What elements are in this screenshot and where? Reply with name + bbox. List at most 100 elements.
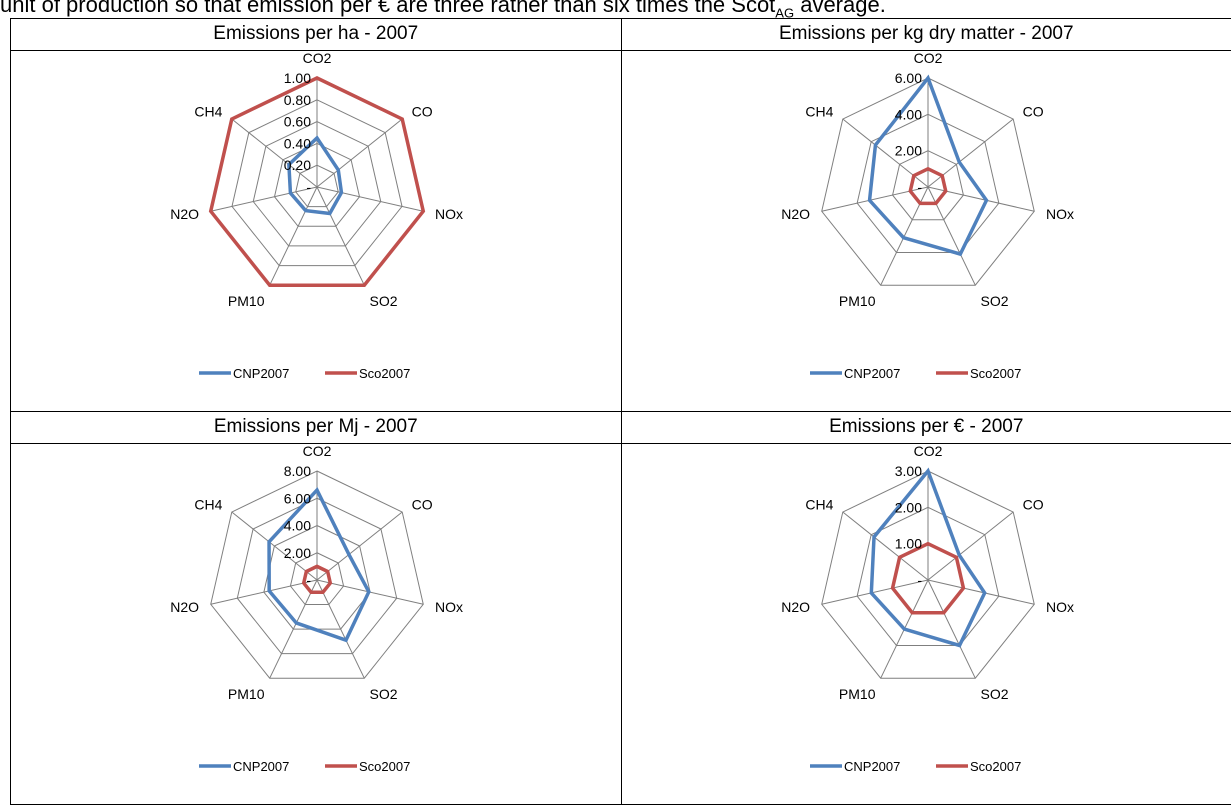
category-label-n2o: N2O [170, 206, 199, 222]
category-label-nox: NOx [1045, 599, 1073, 615]
grid-spoke [841, 511, 928, 581]
grid-ring [236, 497, 398, 655]
category-label-nox: NOx [1045, 206, 1073, 222]
tick-label: 4.00 [284, 517, 311, 533]
tick-label: - [917, 572, 922, 588]
intro-text: unit of production so that emission per … [0, 0, 1231, 21]
chart-cell-per-mj: - 2.00 4.00 6.00 8.00 CO2 CO NOx SO2 PM10 N2O CH4 CN… [10, 442, 622, 805]
grid-spoke [231, 118, 318, 188]
category-label-co2: CO2 [303, 444, 332, 459]
grid-spoke [210, 579, 318, 605]
radar-grid [820, 77, 1035, 286]
chart-cell-per-kg-dry-matter: - 2.00 4.00 6.00 CO2 CO NOx SO2 PM10 N2O CH4 CNP200… [620, 49, 1231, 412]
category-label-ch4: CH4 [805, 496, 833, 512]
grid-ring [856, 113, 999, 253]
grid-spoke [210, 186, 318, 212]
radar-chart-per-kg-dry-matter: - 2.00 4.00 6.00 CO2 CO NOx SO2 PM10 N2O CH4 CNP200… [781, 51, 1074, 381]
radar-chart-per-ha: - 0.20 0.40 0.60 0.80 1.00 CO2 CO NOx SO2 PM10 N2O C… [170, 51, 463, 381]
intro-text-subscript: AG [775, 5, 795, 21]
series-line-sco2007 [907, 166, 948, 206]
tick-label: 0.60 [284, 113, 311, 129]
grid-ring [295, 164, 339, 208]
radar-chart-per-mj: - 2.00 4.00 6.00 8.00 CO2 CO NOx SO2 PM10 N2O CH4 CN… [170, 444, 463, 774]
category-label-so2: SO2 [369, 686, 397, 702]
category-label-so2: SO2 [980, 686, 1008, 702]
grid-ring [252, 120, 382, 247]
grid-spoke [269, 579, 318, 679]
chart-title-per-kg-dry-matter: Emissions per kg dry matter - 2007 [620, 18, 1231, 51]
grid-ring [210, 470, 424, 679]
grid-ring [273, 142, 361, 227]
series-line-cnp2007 [267, 486, 371, 643]
category-label-ch4: CH4 [805, 103, 833, 119]
intro-text-after: average. [794, 0, 886, 17]
chart-title-per-euro: Emissions per € - 2007 [620, 410, 1231, 444]
legend-label-sco2007: Sco2007 [359, 759, 410, 774]
tick-label: - [917, 179, 922, 195]
grid-ring [820, 470, 1035, 679]
series-line-sco2007 [208, 75, 426, 287]
legend-label-cnp2007: CNP2007 [844, 759, 900, 774]
grid-ring [231, 99, 403, 266]
category-label-co2: CO2 [303, 51, 332, 66]
legend: CNP2007 Sco2007 [809, 366, 1021, 381]
grid-ring [820, 77, 1035, 286]
legend: CNP2007 Sco2007 [199, 759, 410, 774]
category-label-pm10: PM10 [228, 293, 265, 309]
radar-grid [210, 77, 424, 286]
grid-spoke [821, 579, 928, 605]
tick-label: 6.00 [284, 490, 311, 506]
charts-table: Emissions per ha - 2007 Emissions per kg… [10, 18, 1231, 805]
category-label-co: CO [1022, 496, 1043, 512]
tick-label: 1.00 [284, 70, 311, 86]
legend-label-sco2007: Sco2007 [970, 759, 1021, 774]
radar-chart-per-euro: - 1.00 2.00 3.00 CO2 CO NOx SO2 PM10 N2O CH4 CNP200… [781, 444, 1074, 774]
category-label-nox: NOx [435, 599, 463, 615]
tick-label: 4.00 [894, 106, 921, 122]
grid-spoke [316, 511, 403, 581]
radar-grid [210, 470, 424, 679]
category-label-pm10: PM10 [228, 686, 265, 702]
tick-label: 1.00 [894, 536, 921, 552]
legend-label-cnp2007: CNP2007 [233, 759, 289, 774]
grid-spoke [316, 186, 424, 212]
tick-label: - [306, 572, 311, 588]
category-label-so2: SO2 [980, 293, 1008, 309]
grid-ring [289, 552, 345, 605]
category-label-co: CO [1022, 103, 1043, 119]
tick-label: 0.20 [284, 157, 311, 173]
category-label-ch4: CH4 [194, 103, 222, 119]
chart-cell-per-euro: - 1.00 2.00 3.00 CO2 CO NOx SO2 PM10 N2O CH4 CNP200… [620, 442, 1231, 805]
grid-spoke [231, 511, 318, 581]
category-label-co2: CO2 [913, 51, 942, 66]
series-line-sco2007 [301, 564, 333, 594]
category-label-co2: CO2 [913, 444, 942, 459]
grid-spoke [269, 186, 318, 286]
category-label-nox: NOx [435, 206, 463, 222]
tick-label: 3.00 [894, 463, 921, 479]
category-label-n2o: N2O [781, 599, 810, 615]
grid-spoke [316, 186, 365, 286]
tick-label: 0.80 [284, 92, 311, 108]
grid-spoke [927, 579, 1034, 605]
grid-spoke [316, 579, 365, 679]
grid-spoke [316, 118, 403, 188]
grid-spoke [927, 579, 976, 679]
category-label-so2: SO2 [369, 293, 397, 309]
tick-label: 2.00 [894, 143, 921, 159]
category-label-n2o: N2O [781, 206, 810, 222]
grid-spoke [927, 511, 1014, 581]
chart-cell-per-ha: - 0.20 0.40 0.60 0.80 1.00 CO2 CO NOx SO2 PM10 N2O C… [10, 49, 622, 412]
legend: CNP2007 Sco2007 [809, 759, 1021, 774]
series-line-cnp2007 [869, 467, 987, 648]
category-label-pm10: PM10 [838, 686, 875, 702]
tick-label: 8.00 [284, 463, 311, 479]
legend-label-cnp2007: CNP2007 [844, 366, 900, 381]
tick-label: - [306, 179, 311, 195]
chart-title-per-mj: Emissions per Mj - 2007 [10, 410, 622, 444]
category-label-pm10: PM10 [838, 293, 875, 309]
category-label-co: CO [412, 103, 433, 119]
legend-label-cnp2007: CNP2007 [233, 366, 289, 381]
tick-label: 2.00 [894, 499, 921, 515]
chart-title-per-ha: Emissions per ha - 2007 [10, 18, 622, 51]
